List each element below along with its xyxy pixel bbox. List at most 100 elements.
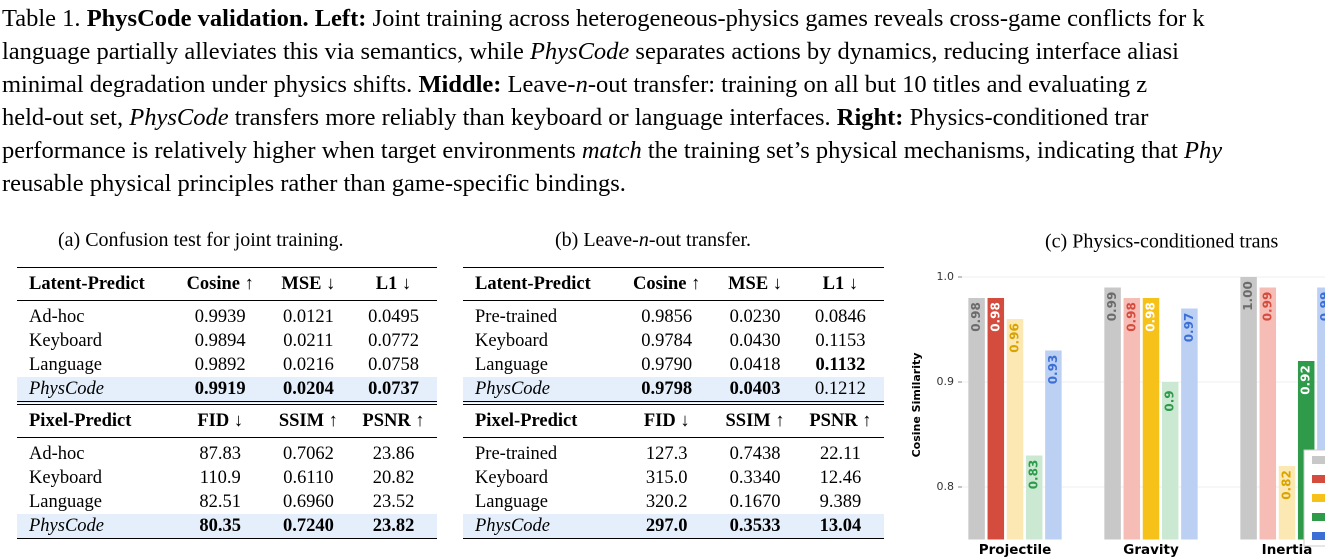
table-row: Language 320.2 0.1670 9.389	[463, 490, 884, 514]
table-cell: Keyboard	[475, 330, 548, 351]
text: 80.35	[199, 515, 242, 536]
y-tick-label: 0.8	[937, 480, 955, 493]
text: PhysCode	[529, 38, 630, 65]
table-cell: Keyboard	[29, 330, 102, 351]
table-cell: 0.7240	[266, 514, 351, 539]
table-cell: Latent-Predict	[17, 267, 174, 301]
bar	[1278, 466, 1296, 540]
value-label: 0.98	[1144, 302, 1158, 332]
text: n	[638, 229, 649, 251]
table-cell: 127.3	[645, 443, 688, 464]
table-cell: 0.9939	[194, 306, 246, 327]
text: -out transfer: training on all but 10 ti…	[587, 71, 1148, 98]
text: PhysCode	[29, 378, 105, 399]
text: separates actions by dynamics, reducing …	[629, 38, 1179, 65]
table-row: Latent-Predict Cosine ↑ MSE ↓ L1 ↓	[17, 267, 437, 301]
table-row: Pixel-Predict FID ↓ SSIM ↑ PSNR ↑	[17, 401, 437, 438]
value-label: 0.82	[1280, 470, 1294, 500]
bar	[1045, 350, 1062, 540]
legend-swatch	[1312, 456, 1325, 464]
bar	[1025, 455, 1043, 540]
table-cell: 0.0211	[283, 330, 334, 351]
table-cell: 0.9894	[194, 330, 246, 351]
table-cell: 0.0204	[266, 377, 351, 403]
caption-line: performance is relatively higher when ta…	[2, 134, 1325, 167]
text: Leave-	[501, 71, 576, 98]
table-row: Language 0.9790 0.0418 0.1132	[463, 353, 884, 377]
text: Joint training across heterogeneous-phys…	[366, 5, 1205, 32]
subcaption: (b) Leave-n-out transfer.	[555, 229, 751, 252]
table-cell: 315.0	[645, 467, 688, 488]
table-cell: 82.51	[199, 491, 242, 512]
value-label: 0.99	[1260, 292, 1274, 322]
text: 13.04	[819, 515, 862, 536]
x-tick-label: Gravity	[1123, 542, 1179, 558]
text: Phy	[1184, 137, 1223, 164]
table-row: Keyboard 110.9 0.6110 20.82	[17, 466, 437, 490]
text: 0.7240	[282, 515, 334, 536]
value-label: 0.98	[988, 302, 1002, 332]
table-cell: Pixel-Predict	[463, 401, 621, 438]
table-cell: PhysCode	[463, 377, 621, 403]
table-cell: 0.9798	[620, 377, 714, 403]
table-row: Language 0.9892 0.0216 0.0758	[17, 353, 437, 377]
table-cell: Language	[475, 491, 548, 512]
table-cell: 20.82	[372, 467, 415, 488]
table-cell: 0.0846	[814, 306, 866, 327]
value-label: 0.99	[1105, 292, 1119, 322]
table-cell: Ad-hoc	[29, 306, 85, 327]
bar	[1317, 287, 1325, 540]
text: (b) Leave-	[555, 229, 639, 251]
text: 0.9798	[641, 378, 693, 399]
bar	[1123, 298, 1141, 540]
table-cell: 22.11	[819, 443, 861, 464]
x-tick-label: Projectile	[979, 542, 1051, 558]
text: Latent-Predict Cosine ↑ MSE ↓ L1 ↓ Pre-trai…	[463, 267, 884, 539]
table-row: Keyboard 0.9784 0.0430 0.1153	[463, 329, 884, 353]
table-row: PhysCode 0.9798 0.0403 0.1212	[463, 377, 884, 403]
table-cell: 13.04	[796, 514, 884, 539]
table-cell: FID ↓	[173, 401, 267, 438]
table-row: PhysCode 80.35 0.7240 23.82	[17, 514, 437, 539]
table-a: Latent-Predict Cosine ↑ MSE ↓ L1 ↓ Ad-hoc 0.…	[17, 267, 437, 539]
legend-swatch	[1312, 475, 1325, 483]
table-cell: 0.0230	[729, 306, 781, 327]
bar	[1181, 308, 1198, 540]
bar	[1006, 319, 1024, 540]
bar	[1259, 287, 1277, 540]
table-cell: 297.0	[620, 514, 714, 539]
text: PhysCode validation. Left:	[86, 5, 367, 32]
table-cell: 110.9	[199, 467, 241, 488]
table-cell: 320.2	[645, 491, 688, 512]
table-cell: 0.9784	[641, 330, 693, 351]
table-cell: Cosine ↑	[173, 267, 267, 301]
caption-line: reusable physical principles rather than…	[2, 167, 1325, 200]
text: PhysCode	[475, 515, 551, 536]
table-cell: 0.1670	[729, 491, 781, 512]
table-row: Keyboard 315.0 0.3340 12.46	[463, 466, 884, 490]
text: PhysCode	[129, 104, 229, 131]
table-b: Latent-Predict Cosine ↑ MSE ↓ L1 ↓ Pre-trai…	[463, 267, 884, 539]
y-tick-label: 1.0	[937, 270, 955, 283]
y-axis-label: Cosine Similarity	[910, 353, 923, 458]
table-cell: Cosine ↑	[620, 267, 714, 301]
value-label: 0.92	[1299, 365, 1313, 395]
table-row: PhysCode 297.0 0.3533 13.04	[463, 514, 884, 539]
text: language partially alleviates this via s…	[2, 38, 530, 65]
table-cell: MSE ↓	[713, 267, 797, 301]
table-cell: 0.0758	[368, 354, 419, 375]
x-tick-label: Inertia	[1262, 542, 1313, 558]
table-row: Ad-hoc 87.83 0.7062 23.86	[17, 438, 437, 467]
text: PhysCode	[475, 378, 551, 399]
table-cell: PhysCode	[17, 377, 174, 403]
value-label: 0.97	[1182, 313, 1196, 343]
table-cell: FID ↓	[620, 401, 714, 438]
table-cell: 0.1153	[815, 330, 866, 351]
table-cell: 0.3340	[729, 467, 781, 488]
table-cell: 0.7438	[729, 443, 781, 464]
table-row: Language 82.51 0.6960 23.52	[17, 490, 437, 514]
text: Right:	[836, 104, 904, 131]
text: performance is relatively higher when ta…	[2, 137, 582, 164]
table-cell: MSE ↓	[266, 267, 351, 301]
value-label: 0.83	[1027, 460, 1041, 490]
